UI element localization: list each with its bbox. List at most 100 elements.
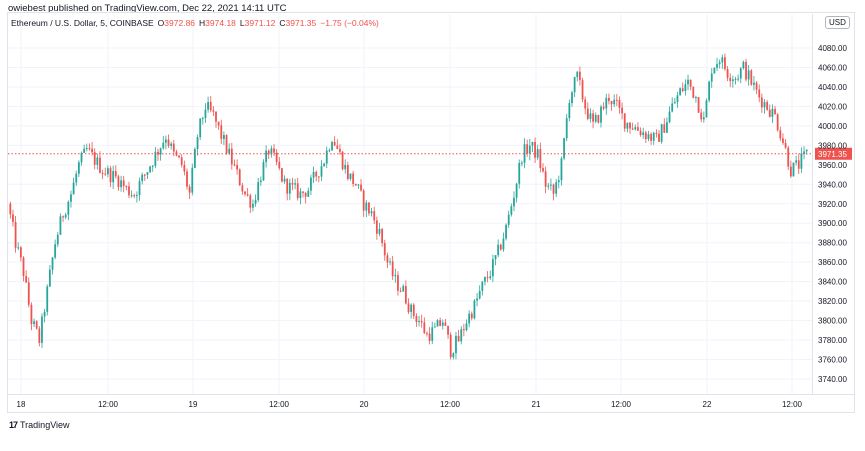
candle bbox=[431, 321, 434, 344]
candle bbox=[518, 159, 521, 189]
candle-body bbox=[149, 166, 151, 173]
candle-body bbox=[426, 333, 428, 335]
candle-body bbox=[608, 97, 610, 102]
candle-body bbox=[120, 180, 122, 188]
candle bbox=[217, 121, 220, 130]
candle bbox=[465, 319, 468, 332]
candle-body bbox=[70, 194, 72, 202]
candle-body bbox=[415, 315, 418, 322]
candle-body bbox=[286, 178, 289, 194]
x-tick-label: 21 bbox=[532, 400, 541, 409]
candle-body bbox=[410, 304, 413, 313]
candle bbox=[283, 175, 286, 184]
candle bbox=[494, 255, 497, 266]
last-price-badge: 3971.35 bbox=[815, 147, 852, 160]
candle-body bbox=[391, 261, 394, 277]
candle bbox=[484, 276, 486, 286]
candle-body bbox=[671, 103, 674, 112]
candle bbox=[352, 170, 355, 187]
candle-body bbox=[412, 304, 415, 316]
candle-body bbox=[679, 88, 682, 96]
candle-body bbox=[771, 108, 774, 117]
high-value: 3974.18 bbox=[205, 18, 236, 28]
candle bbox=[789, 160, 792, 178]
candle-body bbox=[172, 143, 175, 152]
candle bbox=[684, 79, 687, 96]
candle-body bbox=[734, 78, 737, 80]
candle-body bbox=[476, 298, 478, 301]
candle bbox=[737, 74, 740, 82]
candle-body bbox=[101, 172, 104, 174]
candle-body bbox=[159, 148, 162, 155]
tradingview-brand[interactable]: 17 TradingView bbox=[9, 420, 70, 430]
candle bbox=[444, 318, 447, 326]
candle-body bbox=[774, 108, 776, 115]
candle-body bbox=[141, 174, 144, 182]
candle-body bbox=[93, 152, 96, 165]
candle bbox=[265, 145, 268, 168]
symbol-label[interactable]: Ethereum / U.S. Dollar, 5, COINBASE bbox=[11, 18, 154, 28]
candle-body bbox=[726, 69, 729, 78]
candle-body bbox=[106, 168, 109, 175]
candle-body bbox=[549, 184, 552, 186]
candle-body bbox=[30, 304, 33, 325]
y-tick-label: 4040.00 bbox=[818, 83, 847, 92]
candle-body bbox=[225, 135, 228, 154]
candle-body bbox=[755, 82, 758, 90]
candle-body bbox=[776, 114, 779, 131]
candle-body bbox=[800, 153, 803, 169]
candle bbox=[220, 119, 223, 144]
candle bbox=[486, 271, 489, 283]
candle bbox=[104, 167, 107, 176]
candle bbox=[75, 170, 78, 187]
candle bbox=[476, 292, 478, 307]
candle-body bbox=[236, 164, 238, 170]
candle-body bbox=[571, 92, 573, 104]
candle-body bbox=[605, 97, 608, 109]
candle-body bbox=[797, 160, 800, 169]
candle-body bbox=[341, 151, 344, 170]
candle bbox=[544, 166, 547, 194]
candle-body bbox=[310, 177, 312, 191]
candle-body bbox=[468, 313, 471, 324]
candle bbox=[46, 284, 49, 316]
open-group: O 3972.86 bbox=[158, 18, 195, 28]
candle bbox=[270, 145, 273, 158]
candle bbox=[178, 155, 180, 159]
candle-body bbox=[77, 162, 80, 174]
candle bbox=[597, 114, 600, 124]
candle bbox=[194, 147, 196, 169]
candle bbox=[146, 172, 149, 180]
candle bbox=[286, 178, 289, 201]
candle-body bbox=[394, 275, 397, 277]
candle-body bbox=[320, 166, 323, 177]
candle bbox=[705, 98, 708, 118]
candle-body bbox=[462, 329, 465, 331]
y-axis: 4080.00 4060.00 4040.00 4020.00 4000.00 3980.… bbox=[812, 14, 847, 394]
candle bbox=[528, 138, 531, 161]
candle bbox=[695, 95, 697, 103]
currency-button[interactable]: USD bbox=[825, 16, 850, 29]
candle-body bbox=[753, 82, 755, 85]
candle bbox=[658, 130, 660, 143]
publisher-note: owiebest published on TradingView.com, D… bbox=[8, 3, 287, 14]
candle bbox=[99, 151, 101, 174]
candle-body bbox=[246, 194, 249, 196]
candle bbox=[72, 177, 75, 195]
candle bbox=[447, 325, 449, 339]
candle-body bbox=[230, 148, 233, 165]
candle-body bbox=[621, 107, 623, 114]
candle-body bbox=[196, 137, 199, 150]
candle-body bbox=[43, 311, 46, 317]
candle bbox=[726, 66, 729, 82]
candle-body bbox=[673, 102, 676, 104]
candle-body bbox=[207, 102, 209, 110]
open-label: O bbox=[157, 18, 165, 28]
candle-body bbox=[460, 329, 463, 342]
candle bbox=[491, 254, 494, 283]
candle-body bbox=[615, 99, 618, 101]
candle-body bbox=[787, 147, 790, 167]
candle bbox=[655, 129, 658, 138]
candle bbox=[320, 160, 323, 182]
